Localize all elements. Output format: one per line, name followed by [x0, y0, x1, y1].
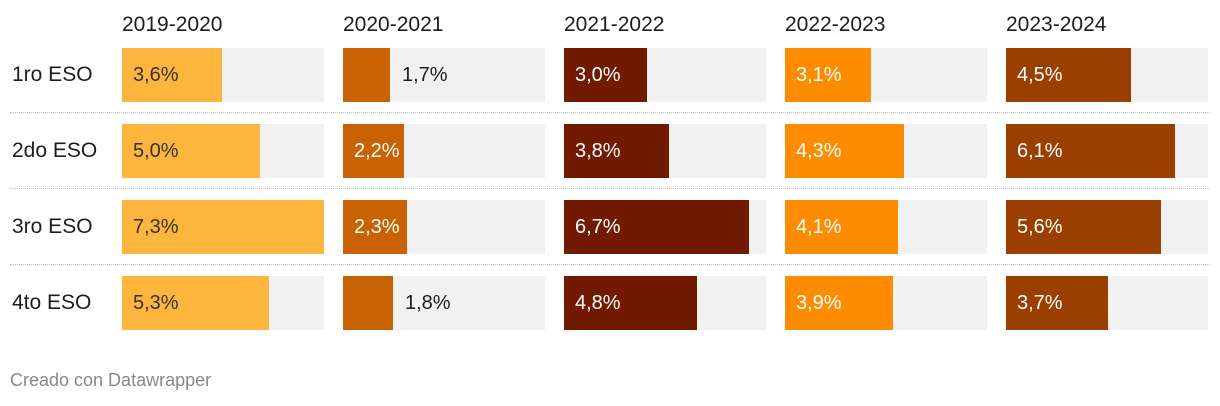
bar-cell: 5,0% [122, 124, 324, 178]
bar-cell: 3,8% [564, 124, 766, 178]
bar [122, 48, 222, 102]
bar-cell: 4,3% [785, 124, 987, 178]
data-label: 6,1% [1017, 140, 1063, 162]
bar-cell: 6,1% [1006, 124, 1208, 178]
data-label: 1,8% [405, 292, 451, 314]
bar-cell: 7,3% [122, 200, 324, 254]
data-label: 3,6% [133, 64, 179, 86]
data-label: 2,3% [354, 216, 400, 238]
bar [785, 200, 898, 254]
column-header: 2020-2021 [343, 13, 444, 36]
row-separator [10, 112, 1210, 113]
data-label: 4,1% [796, 216, 842, 238]
bar-cell: 2,3% [343, 200, 545, 254]
bar [122, 276, 269, 330]
row-label: 3ro ESO [12, 215, 93, 238]
bar-cell: 3,9% [785, 276, 987, 330]
bar-cell: 3,6% [122, 48, 324, 102]
data-label: 4,5% [1017, 64, 1063, 86]
row-separator [10, 264, 1210, 265]
data-label: 3,7% [1017, 292, 1063, 314]
bar [564, 276, 697, 330]
row-separator [10, 188, 1210, 189]
bar [785, 276, 893, 330]
bar [343, 124, 404, 178]
row-label: 4to ESO [12, 291, 92, 314]
footer-credit: Creado con Datawrapper [10, 370, 212, 390]
data-label: 7,3% [133, 216, 179, 238]
column-header: 2023-2024 [1006, 13, 1107, 36]
bar [122, 200, 324, 254]
row-label: 1ro ESO [12, 63, 93, 86]
bar-cell: 3,1% [785, 48, 987, 102]
bar [1006, 200, 1161, 254]
bar-cell: 5,6% [1006, 200, 1208, 254]
data-label: 5,6% [1017, 216, 1063, 238]
bar [122, 124, 260, 178]
data-label: 5,3% [133, 292, 179, 314]
bar-cell: 4,1% [785, 200, 987, 254]
bar-cell: 2,2% [343, 124, 545, 178]
row-label: 2do ESO [12, 139, 98, 162]
bar [1006, 276, 1108, 330]
bar [343, 48, 390, 102]
bar-cell: 3,0% [564, 48, 766, 102]
data-label: 5,0% [133, 140, 179, 162]
column-header: 2022-2023 [785, 13, 886, 36]
data-label: 2,2% [354, 140, 400, 162]
bar [785, 48, 871, 102]
data-label: 6,7% [575, 216, 621, 238]
data-label: 3,1% [796, 64, 842, 86]
bar-cell: 1,8% [343, 276, 545, 330]
data-label: 4,3% [796, 140, 842, 162]
bar-cell: 5,3% [122, 276, 324, 330]
bar [785, 124, 904, 178]
data-label: 3,9% [796, 292, 842, 314]
bar-cell: 3,7% [1006, 276, 1208, 330]
bar-cell: 4,8% [564, 276, 766, 330]
bar [343, 200, 407, 254]
bar-cell: 1,7% [343, 48, 545, 102]
bar [564, 124, 669, 178]
bar-cell: 4,5% [1006, 48, 1208, 102]
bar [564, 48, 647, 102]
data-label: 4,8% [575, 292, 621, 314]
bar [1006, 124, 1175, 178]
data-label: 3,0% [575, 64, 621, 86]
data-label: 3,8% [575, 140, 621, 162]
column-header: 2019-2020 [122, 13, 223, 36]
bar [564, 200, 749, 254]
bar [343, 276, 393, 330]
data-label: 1,7% [402, 64, 448, 86]
column-header: 2021-2022 [564, 13, 665, 36]
bar [1006, 48, 1131, 102]
bar-cell: 6,7% [564, 200, 766, 254]
